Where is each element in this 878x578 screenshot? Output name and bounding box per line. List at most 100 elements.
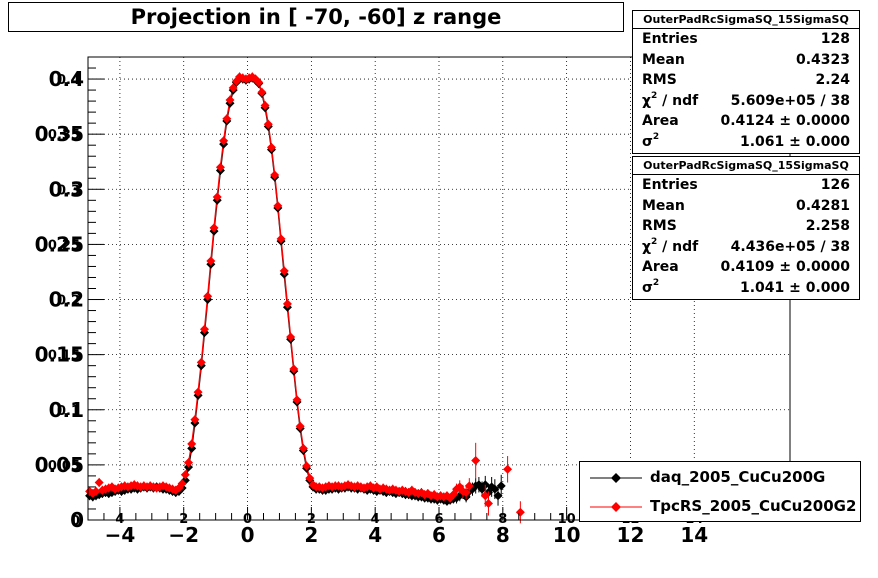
x-tick-label-small: 2 — [179, 512, 188, 527]
data-point — [91, 486, 101, 496]
stats-key: χ2 / ndf — [642, 236, 699, 255]
data-point — [266, 142, 276, 152]
data-point — [203, 291, 213, 301]
y-tick-label-small: 0 — [71, 514, 80, 529]
stats-row-rms: RMS 2.24 — [633, 70, 859, 91]
data-point — [257, 87, 267, 97]
legend: daq_2005_CuCu200G TpcRS_2005_CuCu200G2 — [579, 461, 861, 522]
data-point — [193, 387, 203, 397]
y-tick-label-small: 0.15 — [48, 349, 80, 364]
stats-value: 128 — [820, 31, 850, 47]
data-point — [461, 487, 471, 497]
data-point — [515, 507, 525, 517]
y-tick-label: 0.3 — [49, 177, 84, 201]
x-tick-label-small: 6 — [434, 512, 443, 527]
data-point — [254, 77, 264, 87]
y-tick-label-small: 0.2 — [57, 294, 80, 309]
stats-key: σ2 — [642, 277, 660, 296]
legend-label-daq: daq_2005_CuCu200G — [650, 468, 826, 486]
fit-curves — [181, 75, 314, 489]
data-point — [187, 439, 197, 449]
stats-row-sigma2: σ2 1.041 ± 0.000 — [633, 278, 859, 299]
stats-value: 2.258 — [805, 218, 850, 235]
data-point — [273, 201, 283, 211]
y-tick-label: 0.4 — [49, 67, 84, 91]
stats-row-entries: Entries 126 — [633, 175, 859, 196]
data-point — [251, 74, 261, 84]
stats-key: Mean — [642, 197, 685, 214]
series-daq — [85, 73, 506, 506]
y-tick-label: 0.2 — [49, 288, 84, 312]
x-tick-label: 14 — [680, 523, 708, 547]
x-tick-label: 2 — [304, 523, 318, 547]
stats-box-name: OuterPadRcSigmaSQ_15SigmaSQ — [633, 11, 859, 29]
stats-row-mean: Mean 0.4323 — [633, 50, 859, 71]
stats-value: 4.436e+05 / 38 — [730, 238, 850, 255]
stats-key: Entries — [642, 177, 698, 193]
data-point — [270, 170, 280, 180]
data-point — [180, 470, 190, 480]
data-point — [471, 455, 481, 465]
data-point — [496, 481, 506, 491]
data-point — [94, 478, 104, 488]
data-point — [305, 473, 315, 483]
stats-value: 2.24 — [815, 72, 850, 89]
data-point — [260, 101, 270, 111]
legend-entry-daq: daq_2005_CuCu200G — [580, 464, 860, 492]
stats-value: 126 — [820, 177, 850, 193]
data-point — [483, 498, 493, 508]
stats-row-area: Area 0.4124 ± 0.0000 — [633, 111, 859, 132]
x-tick-label: −4 — [105, 523, 136, 547]
data-point — [298, 443, 308, 453]
y-tick-label: 0.35 — [35, 122, 84, 146]
data-point — [177, 479, 187, 489]
x-tick-label-small: 8 — [498, 512, 507, 527]
y-tick-label-small: 0.4 — [57, 73, 80, 88]
x-tick-label: 10 — [553, 523, 581, 547]
y-tick-label: 0.15 — [35, 343, 84, 367]
fit-curve-daq — [181, 77, 314, 489]
data-point — [295, 421, 305, 431]
legend-entry-tpcrs: TpcRS_2005_CuCu200G2 — [580, 493, 860, 521]
data-point — [263, 119, 273, 129]
x-tick-label: 4 — [368, 523, 382, 547]
legend-label-tpcrs: TpcRS_2005_CuCu200G2 — [650, 497, 857, 515]
legend-marker-daq — [590, 473, 642, 483]
stats-value: 1.041 ± 0.000 — [739, 279, 850, 296]
stats-row-mean: Mean 0.4281 — [633, 196, 859, 217]
data-point — [289, 364, 299, 374]
stats-key: χ2 / ndf — [642, 90, 699, 109]
y-tick-label: 0.1 — [49, 398, 84, 422]
x-tick-label: 12 — [617, 523, 645, 547]
x-tick-label-small: 2 — [307, 512, 316, 527]
y-tick-label-small: 0.1 — [57, 404, 80, 419]
stats-value: 5.609e+05 / 38 — [730, 92, 850, 109]
stats-key: Area — [642, 259, 679, 276]
x-tick-label-small: 10 — [558, 512, 576, 527]
data-point — [279, 266, 289, 276]
data-point — [212, 192, 222, 202]
data-point — [493, 491, 503, 501]
data-point — [282, 299, 292, 309]
stats-row-sigma2: σ2 1.061 ± 0.000 — [633, 132, 859, 153]
data-point — [184, 458, 194, 468]
stats-key: Entries — [642, 31, 698, 47]
y-tick-label: 0.05 — [35, 453, 84, 477]
data-point — [190, 415, 200, 425]
stats-box-daq: OuterPadRcSigmaSQ_15SigmaSQ Entries 128 M… — [632, 10, 860, 154]
data-point — [490, 484, 500, 494]
axis-ticks: −4−202468101214420246810121400.050.10.15… — [35, 56, 791, 547]
y-tick-label-small: 0.35 — [48, 128, 80, 143]
stats-value: 0.4109 ± 0.0000 — [720, 259, 850, 276]
data-point — [228, 83, 238, 93]
data-point — [225, 95, 235, 105]
stats-row-chi2: χ2 / ndf 5.609e+05 / 38 — [633, 91, 859, 112]
data-point — [222, 114, 232, 124]
stats-row-chi2: χ2 / ndf 4.436e+05 / 38 — [633, 237, 859, 258]
legend-marker-tpcrs — [590, 502, 642, 512]
stats-row-area: Area 0.4109 ± 0.0000 — [633, 257, 859, 278]
data-point — [196, 357, 206, 367]
stats-value: 0.4323 — [795, 51, 850, 68]
stats-value: 0.4281 — [795, 197, 850, 214]
stats-row-entries: Entries 128 — [633, 29, 859, 50]
